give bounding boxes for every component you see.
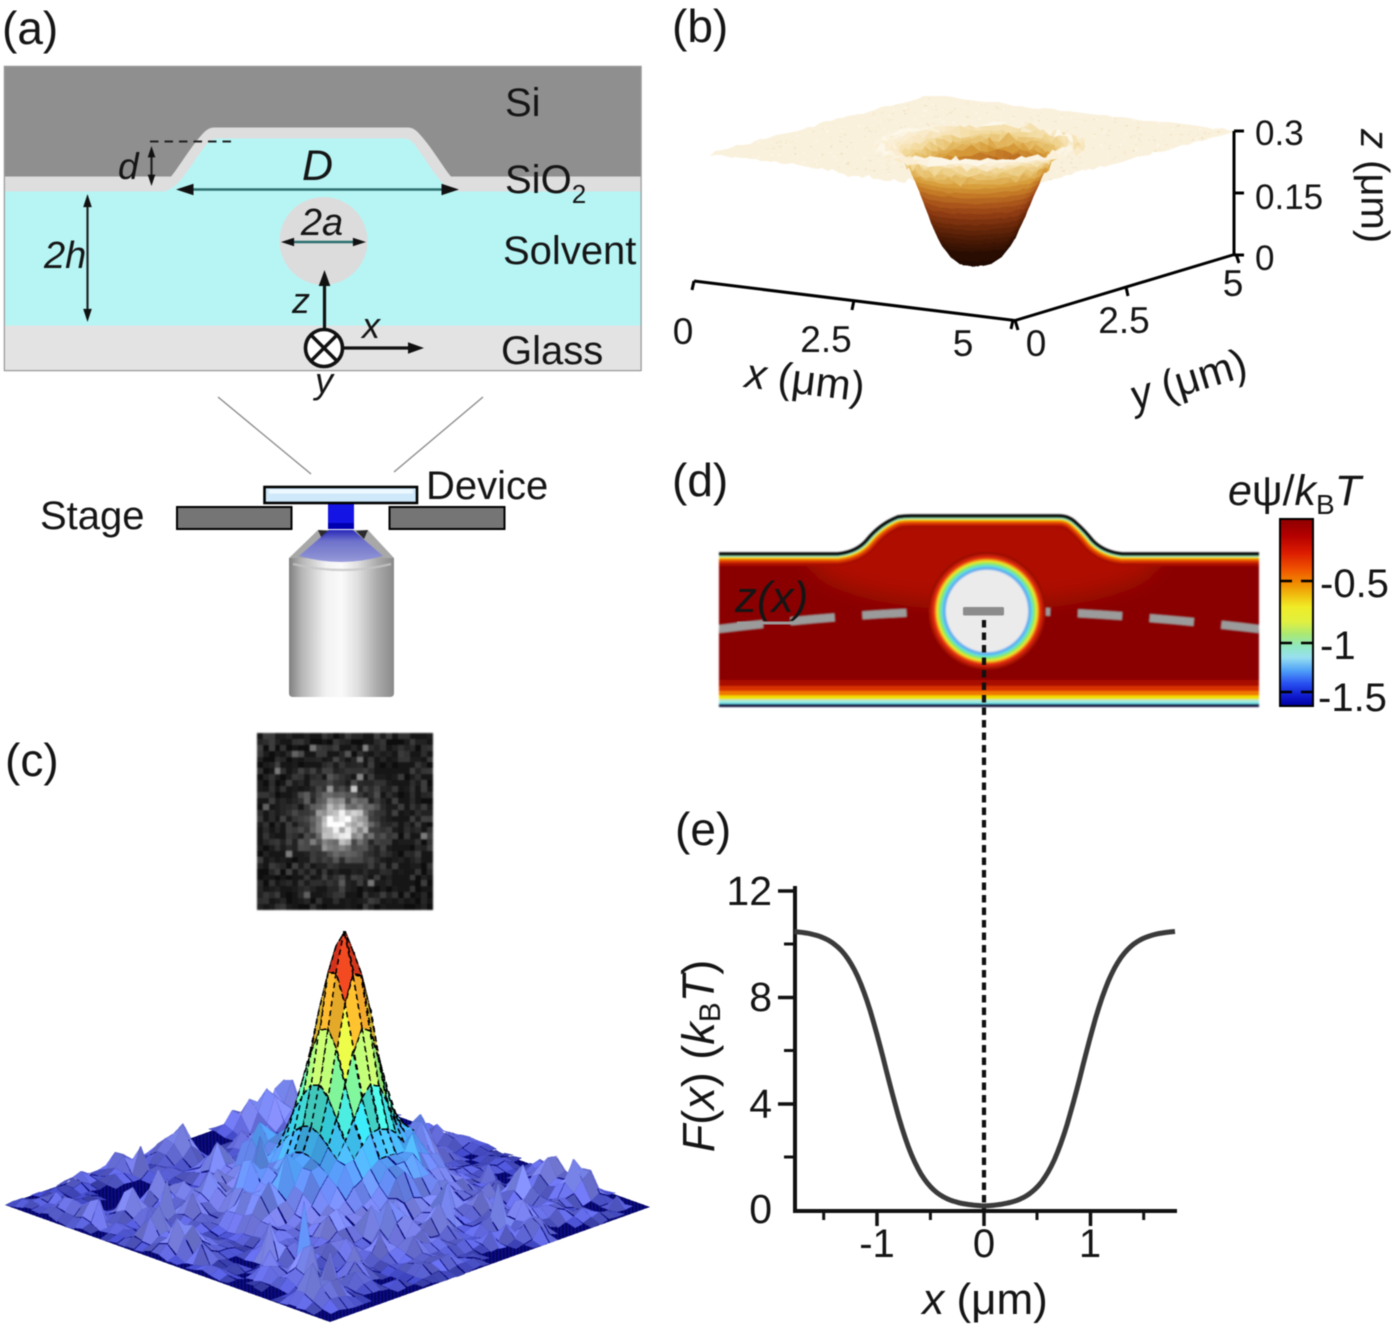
svg-text:0.3: 0.3 (1255, 114, 1304, 153)
svg-text:5: 5 (953, 323, 974, 364)
svg-text:z(x): z(x) (734, 573, 808, 622)
svg-text:(e): (e) (675, 803, 731, 855)
svg-text:(c): (c) (5, 734, 59, 786)
svg-text:-1: -1 (1320, 624, 1356, 668)
svg-text:z (μm): z (μm) (1352, 128, 1396, 243)
svg-text:12: 12 (726, 868, 772, 914)
svg-text:-1.5: -1.5 (1318, 676, 1387, 720)
svg-text:2.5: 2.5 (800, 319, 851, 360)
svg-text:8: 8 (749, 974, 772, 1020)
svg-text:0: 0 (973, 1222, 995, 1266)
svg-text:0: 0 (1255, 239, 1274, 278)
svg-text:2h: 2h (43, 235, 86, 277)
svg-text:(a): (a) (2, 2, 58, 54)
svg-text:2a: 2a (300, 202, 343, 244)
svg-text:(d): (d) (672, 454, 728, 506)
svg-text:y (μm): y (μm) (1121, 339, 1252, 420)
svg-text:-0.5: -0.5 (1320, 562, 1389, 606)
svg-text:1: 1 (1079, 1222, 1101, 1266)
svg-text:0: 0 (673, 311, 694, 352)
svg-text:F(x) (kBT): F(x) (kBT) (673, 960, 727, 1153)
svg-text:2.5: 2.5 (1098, 300, 1149, 341)
svg-text:Glass: Glass (501, 329, 603, 373)
svg-text:0.15: 0.15 (1255, 178, 1323, 217)
svg-text:Si: Si (505, 81, 541, 125)
svg-text:Solvent: Solvent (503, 229, 636, 273)
svg-text:D: D (302, 142, 333, 190)
svg-text:z: z (291, 280, 310, 321)
svg-text:y: y (312, 360, 335, 401)
svg-text:Device: Device (426, 464, 548, 508)
svg-text:d: d (118, 146, 140, 187)
svg-text:x (μm): x (μm) (920, 1275, 1048, 1324)
svg-text:eψ/kBT: eψ/kBT (1228, 467, 1364, 520)
svg-text:0: 0 (1026, 323, 1047, 364)
svg-text:0: 0 (749, 1186, 772, 1232)
svg-text:Stage: Stage (40, 494, 145, 538)
svg-text:-1: -1 (859, 1222, 895, 1266)
svg-text:(b): (b) (672, 0, 728, 52)
svg-text:5: 5 (1223, 263, 1244, 304)
svg-text:x: x (360, 305, 382, 346)
svg-text:4: 4 (749, 1081, 772, 1127)
svg-text:SiO2: SiO2 (505, 158, 586, 209)
